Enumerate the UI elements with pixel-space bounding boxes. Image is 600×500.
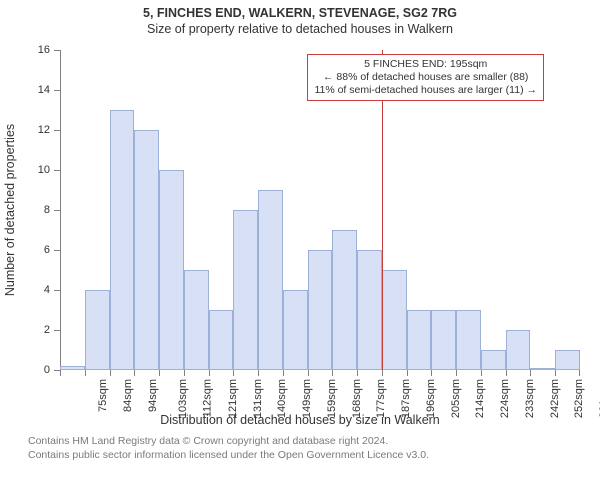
x-tick bbox=[184, 370, 185, 376]
y-tick-label: 4 bbox=[20, 284, 50, 296]
x-tick-label: 112sqm bbox=[201, 379, 213, 417]
x-tick bbox=[110, 370, 111, 376]
y-tick-label: 14 bbox=[20, 84, 50, 96]
x-tick bbox=[209, 370, 210, 376]
x-tick bbox=[456, 370, 457, 376]
callout-box: 5 FINCHES END: 195sqm← 88% of detached h… bbox=[307, 54, 544, 101]
y-tick bbox=[54, 130, 60, 131]
x-axis-label: Distribution of detached houses by size … bbox=[0, 413, 600, 427]
histogram-bar bbox=[184, 270, 209, 370]
histogram-bar bbox=[159, 170, 184, 370]
x-tick-label: 94sqm bbox=[147, 379, 159, 412]
histogram-bar bbox=[382, 270, 407, 370]
y-tick bbox=[54, 250, 60, 251]
x-tick bbox=[407, 370, 408, 376]
x-tick bbox=[579, 370, 580, 376]
histogram-bar bbox=[283, 290, 308, 370]
callout-line: 5 FINCHES END: 195sqm bbox=[314, 58, 537, 71]
x-tick bbox=[555, 370, 556, 376]
page-subtitle: Size of property relative to detached ho… bbox=[0, 22, 600, 36]
y-tick bbox=[54, 90, 60, 91]
histogram-bar bbox=[506, 330, 531, 370]
x-tick bbox=[134, 370, 135, 376]
y-tick-label: 16 bbox=[20, 44, 50, 56]
x-tick bbox=[258, 370, 259, 376]
x-tick bbox=[357, 370, 358, 376]
y-tick-label: 8 bbox=[20, 204, 50, 216]
y-tick bbox=[54, 210, 60, 211]
x-tick bbox=[530, 370, 531, 376]
histogram-bar bbox=[555, 350, 580, 370]
x-tick bbox=[308, 370, 309, 376]
x-tick bbox=[481, 370, 482, 376]
histogram-bar bbox=[456, 310, 481, 370]
y-tick bbox=[54, 170, 60, 171]
histogram-bar bbox=[431, 310, 456, 370]
x-tick bbox=[233, 370, 234, 376]
histogram-bar bbox=[85, 290, 110, 370]
footer-line-2: Contains public sector information licen… bbox=[28, 448, 600, 462]
x-tick bbox=[85, 370, 86, 376]
y-tick bbox=[54, 330, 60, 331]
histogram-bar bbox=[258, 190, 283, 370]
x-tick bbox=[431, 370, 432, 376]
histogram-bar bbox=[233, 210, 258, 370]
x-tick bbox=[60, 370, 61, 376]
x-tick-label: 84sqm bbox=[122, 379, 134, 412]
y-tick-label: 6 bbox=[20, 244, 50, 256]
histogram-bar bbox=[530, 368, 555, 370]
plot-area: 024681012141675sqm84sqm94sqm103sqm112sqm… bbox=[60, 50, 580, 370]
x-tick-label: 75sqm bbox=[97, 379, 109, 412]
page-title: 5, FINCHES END, WALKERN, STEVENAGE, SG2 … bbox=[0, 6, 600, 20]
callout-line: ← 88% of detached houses are smaller (88… bbox=[314, 71, 537, 84]
histogram-bar bbox=[209, 310, 234, 370]
x-tick bbox=[332, 370, 333, 376]
histogram-bar bbox=[110, 110, 135, 370]
y-axis-label: Number of detached properties bbox=[3, 124, 17, 296]
y-tick-label: 2 bbox=[20, 324, 50, 336]
histogram-bar bbox=[407, 310, 432, 370]
histogram-bar bbox=[60, 366, 85, 370]
x-tick bbox=[159, 370, 160, 376]
histogram-bar bbox=[332, 230, 357, 370]
y-tick-label: 12 bbox=[20, 124, 50, 136]
histogram-chart: Number of detached properties 0246810121… bbox=[0, 40, 600, 428]
x-tick bbox=[283, 370, 284, 376]
histogram-bar bbox=[481, 350, 506, 370]
y-tick bbox=[54, 290, 60, 291]
attribution-footer: Contains HM Land Registry data © Crown c… bbox=[28, 434, 600, 462]
footer-line-1: Contains HM Land Registry data © Crown c… bbox=[28, 434, 600, 448]
histogram-bar bbox=[308, 250, 333, 370]
callout-line: 11% of semi-detached houses are larger (… bbox=[314, 84, 537, 97]
x-tick bbox=[382, 370, 383, 376]
y-tick-label: 0 bbox=[20, 364, 50, 376]
x-tick bbox=[506, 370, 507, 376]
y-tick bbox=[54, 50, 60, 51]
histogram-bar bbox=[134, 130, 159, 370]
histogram-bar bbox=[357, 250, 382, 370]
y-axis-line bbox=[60, 50, 61, 370]
y-tick-label: 10 bbox=[20, 164, 50, 176]
